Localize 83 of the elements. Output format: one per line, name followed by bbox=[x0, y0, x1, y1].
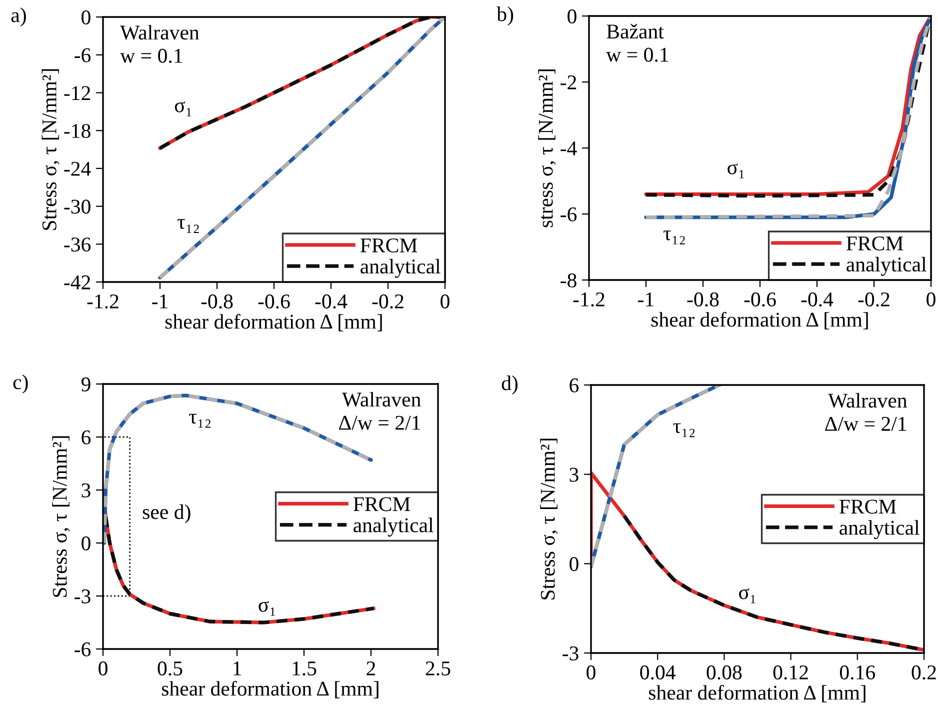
y-tick-label: -8 bbox=[560, 273, 576, 288]
legend-label: analytical bbox=[840, 520, 920, 540]
x-axis-title: shear deformation Δ [mm] bbox=[165, 314, 382, 332]
annotation: σ₁ bbox=[739, 588, 756, 604]
y-tick-label: 0 bbox=[570, 557, 578, 572]
x-tick-label: 0.12 bbox=[773, 665, 808, 680]
line-series bbox=[591, 385, 722, 568]
y-tick-label: 6 bbox=[82, 430, 91, 444]
x-tick-label: -1 bbox=[152, 294, 168, 308]
legend-label: FRCM bbox=[839, 500, 896, 514]
x-tick-label: -0.4 bbox=[801, 292, 834, 307]
y-axis-title: Stress σ, τ [N/mm²] bbox=[42, 69, 60, 230]
y-tick-label: -42 bbox=[64, 275, 90, 290]
legend-label: FRCM bbox=[846, 236, 904, 250]
annotation: τ₁₂ bbox=[673, 423, 695, 438]
x-axis-title: shear deformation Δ [mm] bbox=[648, 684, 866, 702]
x-tick-label: 0.2 bbox=[912, 665, 936, 680]
y-tick-label: 3 bbox=[570, 468, 578, 482]
x-tick-label: 2.5 bbox=[426, 661, 450, 676]
y-tick-label: -6 bbox=[560, 207, 577, 222]
annotation: τ₁₂ bbox=[178, 219, 199, 233]
chart-title: a) bbox=[11, 8, 26, 26]
x-axis-title: shear deformation Δ [mm] bbox=[162, 680, 378, 698]
annotation: Walraven w = 0.1 bbox=[120, 24, 200, 63]
x-tick-label: -0.6 bbox=[744, 292, 776, 307]
x-tick-label: 1 bbox=[234, 662, 241, 676]
x-tick-label: -1.2 bbox=[573, 292, 604, 307]
y-tick-label: -6 bbox=[74, 642, 91, 656]
y-axis-title: stress σ, τ [N/mm²] bbox=[538, 70, 556, 228]
legend-label: analytical bbox=[360, 258, 440, 278]
x-tick-label: -0.2 bbox=[858, 292, 890, 307]
y-tick-label: 3 bbox=[82, 483, 90, 498]
y-tick-label: -6 bbox=[74, 48, 91, 62]
annotation: τ₁₂ bbox=[189, 414, 210, 428]
legend-label: analytical bbox=[846, 256, 926, 276]
annotation: Walraven Δ/w = 2/1 bbox=[825, 393, 908, 431]
y-tick-label: -36 bbox=[64, 238, 91, 252]
y-tick-label: -4 bbox=[560, 142, 577, 156]
y-tick-label: -24 bbox=[64, 162, 91, 176]
y-tick-label: 0 bbox=[82, 10, 90, 24]
annotation: σ₁ bbox=[174, 101, 192, 116]
x-tick-label: -1 bbox=[638, 292, 654, 306]
annotation: Walraven Δ/w = 2/1 bbox=[339, 392, 421, 430]
y-tick-label: -12 bbox=[64, 86, 90, 100]
x-tick-label: 0.04 bbox=[640, 665, 676, 680]
x-tick-label: 0.08 bbox=[706, 665, 742, 680]
y-tick-label: 9 bbox=[81, 377, 90, 392]
chart-title: d) bbox=[502, 376, 518, 394]
x-tick-label: -0.2 bbox=[372, 294, 404, 309]
y-tick-label: -2 bbox=[560, 75, 576, 90]
x-tick-label: -1.2 bbox=[87, 294, 118, 309]
y-tick-label: 6 bbox=[570, 378, 579, 392]
x-tick-label: -0.8 bbox=[687, 292, 719, 307]
x-tick-label: 0.5 bbox=[158, 661, 182, 676]
legend-label: FRCM bbox=[353, 497, 410, 512]
x-tick-label: 0 bbox=[586, 665, 596, 680]
y-tick-label: 0 bbox=[568, 9, 576, 24]
y-tick-label: -3 bbox=[562, 646, 578, 660]
annotation: Bažant w = 0.1 bbox=[606, 24, 668, 62]
y-tick-label: -18 bbox=[64, 124, 90, 138]
y-axis-title: Stress σ, τ [N/mm²] bbox=[540, 438, 558, 600]
x-tick-label: 0 bbox=[98, 661, 108, 676]
x-tick-label: 0 bbox=[926, 292, 936, 306]
x-tick-label: 0 bbox=[440, 294, 450, 308]
annotation: see d) bbox=[142, 504, 190, 524]
x-tick-label: 0.16 bbox=[840, 665, 876, 680]
annotation: σ₁ bbox=[728, 163, 744, 178]
legend-label: FRCM bbox=[360, 238, 418, 252]
x-tick-label: -0.8 bbox=[201, 294, 233, 309]
x-tick-label: -0.4 bbox=[315, 294, 348, 309]
y-tick-label: 0 bbox=[82, 536, 90, 550]
x-tick-label: 2 bbox=[366, 661, 376, 676]
annotation: τ₁₂ bbox=[664, 230, 685, 244]
annotation: σ₁ bbox=[258, 600, 275, 616]
x-tick-label: 1.5 bbox=[292, 662, 316, 676]
x-tick-label: -0.6 bbox=[258, 294, 290, 309]
y-tick-label: -3 bbox=[74, 589, 90, 604]
chart-title: c) bbox=[13, 374, 28, 394]
chart-title: b) bbox=[496, 6, 514, 26]
y-axis-title: Stress σ, τ [N/mm²] bbox=[52, 436, 70, 597]
legend-label: analytical bbox=[354, 518, 434, 537]
x-axis-title: shear deformation Δ [mm] bbox=[651, 312, 868, 330]
y-tick-label: -30 bbox=[64, 200, 90, 214]
